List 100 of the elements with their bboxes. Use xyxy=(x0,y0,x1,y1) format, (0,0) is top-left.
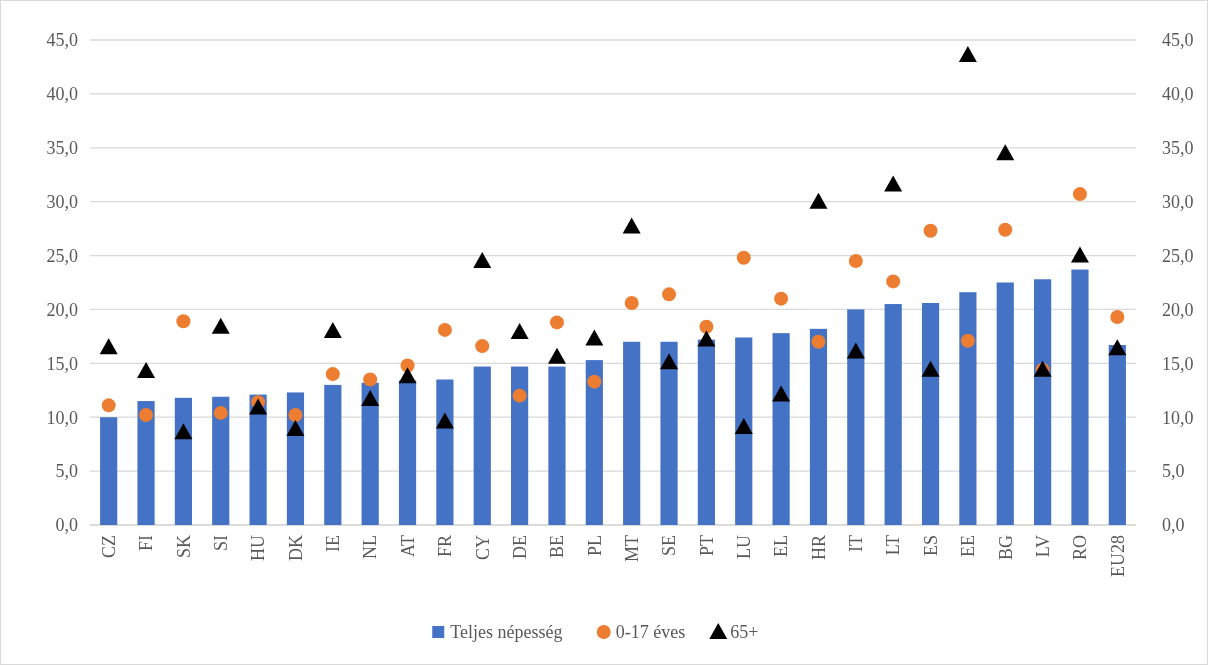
y-tick-label: 20,0 xyxy=(46,299,78,320)
point xyxy=(624,295,639,310)
point xyxy=(846,342,865,359)
point xyxy=(587,374,602,389)
x-tick-label: SK xyxy=(173,535,194,559)
x-tick-label: PL xyxy=(584,535,605,557)
bar xyxy=(398,380,417,525)
point xyxy=(848,253,863,268)
point xyxy=(662,287,677,302)
point xyxy=(363,372,378,387)
bar xyxy=(511,366,529,525)
x-tick-label: CZ xyxy=(98,535,119,559)
point xyxy=(884,175,903,192)
bar xyxy=(959,292,977,525)
legend-label: 0-17 éves xyxy=(615,622,686,643)
y-tick-label: 35,0 xyxy=(46,138,78,159)
point xyxy=(510,323,529,340)
y2-tick-label: 5,0 xyxy=(1162,461,1185,482)
bar xyxy=(921,302,940,525)
x-tick-label: EE xyxy=(958,535,979,557)
bar xyxy=(697,339,715,525)
point xyxy=(286,420,305,437)
point xyxy=(398,367,417,384)
x-tick-label: NL xyxy=(360,535,381,559)
y-tick-label: 10,0 xyxy=(46,407,78,428)
point xyxy=(958,46,977,63)
x-tick-label: EL xyxy=(771,535,792,557)
point xyxy=(886,274,901,289)
x-tick-label: BG xyxy=(995,535,1016,561)
x-tick-label: SE xyxy=(659,535,680,557)
y2-tick-label: 35,0 xyxy=(1162,138,1194,159)
bar xyxy=(847,309,865,525)
point xyxy=(1110,309,1125,324)
bar xyxy=(1034,279,1052,525)
point xyxy=(512,388,527,403)
x-tick-label: MT xyxy=(621,535,642,562)
point xyxy=(998,222,1013,237)
point xyxy=(361,389,380,406)
y-tick-label: 0,0 xyxy=(55,515,78,536)
y2-tick-label: 0,0 xyxy=(1162,515,1185,536)
bar xyxy=(361,382,379,525)
x-tick-label: RO xyxy=(1070,535,1091,561)
x-tick-label: FI xyxy=(136,535,157,552)
point xyxy=(174,423,193,440)
bar xyxy=(548,366,566,525)
point xyxy=(547,347,566,364)
x-tick-label: ES xyxy=(920,535,941,557)
point xyxy=(549,315,564,330)
point xyxy=(774,291,789,306)
point xyxy=(437,322,452,337)
point xyxy=(249,398,268,415)
y-tick-label: 40,0 xyxy=(46,84,78,105)
point xyxy=(809,192,828,209)
x-tick-label: HU xyxy=(248,535,269,561)
point xyxy=(660,353,679,370)
x-tick-label: IE xyxy=(323,535,344,552)
bar xyxy=(884,304,902,525)
x-tick-label: FR xyxy=(435,535,456,558)
point xyxy=(473,251,492,268)
x-tick-label: HR xyxy=(808,535,829,561)
point xyxy=(1072,187,1087,202)
legend-label: Teljes népesség xyxy=(450,622,563,643)
y2-tick-label: 15,0 xyxy=(1162,353,1194,374)
y2-tick-label: 20,0 xyxy=(1162,299,1194,320)
point xyxy=(288,408,303,423)
point xyxy=(213,405,228,420)
point xyxy=(699,319,714,334)
x-tick-label: CY xyxy=(472,535,493,561)
y2-tick-label: 10,0 xyxy=(1162,407,1194,428)
point xyxy=(325,367,340,382)
x-tick-label: SI xyxy=(211,535,232,552)
point xyxy=(323,322,342,338)
point xyxy=(101,398,116,413)
y-tick-label: 45,0 xyxy=(46,30,78,51)
point xyxy=(435,412,454,429)
bar xyxy=(660,341,678,525)
x-tick-label: LU xyxy=(734,535,755,559)
x-tick-label: BE xyxy=(547,535,568,559)
x-tick-label: LT xyxy=(883,535,904,556)
point xyxy=(137,361,156,378)
bar xyxy=(809,328,828,525)
y2-tick-label: 40,0 xyxy=(1162,84,1194,105)
point xyxy=(1108,339,1127,356)
y-tick-label: 5,0 xyxy=(55,461,78,482)
bar xyxy=(996,282,1014,525)
point xyxy=(996,144,1015,161)
point xyxy=(1070,246,1089,263)
x-tick-label: AT xyxy=(397,535,418,557)
bar xyxy=(324,384,342,525)
point xyxy=(960,333,975,348)
y-tick-label: 15,0 xyxy=(46,353,78,374)
point xyxy=(176,314,191,329)
legend-label: 65+ xyxy=(730,622,759,643)
bar xyxy=(1108,345,1126,525)
point xyxy=(734,417,753,434)
x-tick-label: IT xyxy=(846,535,867,552)
x-tick-label: EU28 xyxy=(1107,535,1128,577)
bar xyxy=(623,341,641,525)
bar xyxy=(436,379,454,525)
y2-tick-label: 45,0 xyxy=(1162,30,1194,51)
